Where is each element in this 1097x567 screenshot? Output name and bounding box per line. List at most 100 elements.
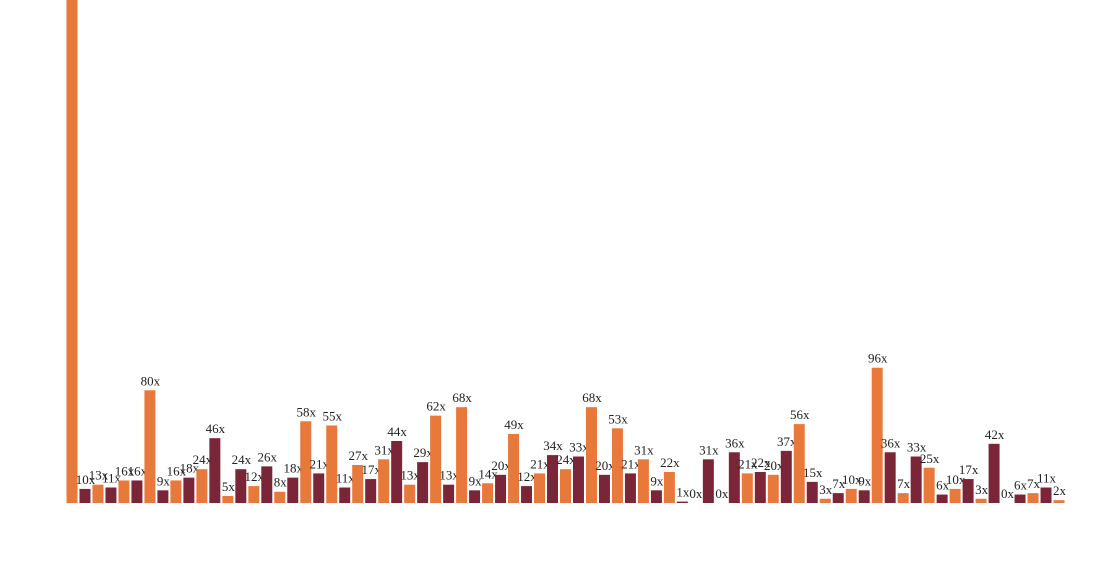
bar xyxy=(819,498,831,503)
value-label: 0x xyxy=(689,486,703,501)
value-label: 2x xyxy=(1053,483,1067,498)
bar xyxy=(456,407,468,503)
value-label: 11x xyxy=(336,471,356,486)
bar xyxy=(585,407,597,503)
value-label: 20x xyxy=(764,458,784,473)
value-label: 68x xyxy=(582,390,602,405)
bar xyxy=(1014,494,1026,503)
value-label: 11x xyxy=(1037,471,1057,486)
value-label: 31x xyxy=(634,442,654,457)
value-label: 22x xyxy=(660,455,680,470)
value-label: 46x xyxy=(206,421,226,436)
value-label: 0x xyxy=(1001,486,1015,501)
bar xyxy=(222,495,234,503)
value-label: 5x xyxy=(222,479,236,494)
bar xyxy=(962,479,974,503)
value-label: 0x xyxy=(715,486,729,501)
value-label: 8x xyxy=(274,475,288,490)
bar xyxy=(365,479,377,503)
bar xyxy=(1040,487,1052,503)
bar xyxy=(118,480,130,503)
value-label: 16x xyxy=(115,463,135,478)
value-label: 7x xyxy=(1027,476,1041,491)
bar xyxy=(845,488,857,503)
bar xyxy=(832,493,844,503)
bar xyxy=(611,428,623,503)
bar xyxy=(248,486,260,503)
bar xyxy=(884,452,896,503)
value-label: 33x xyxy=(907,440,927,455)
bar xyxy=(897,493,909,503)
value-label: 13x xyxy=(89,468,109,483)
value-label: 27x xyxy=(348,448,368,463)
bar xyxy=(624,473,636,503)
value-label: 31x xyxy=(374,442,394,457)
value-label: 96x xyxy=(868,351,888,366)
value-label: 24x xyxy=(232,452,252,467)
value-label: 17x xyxy=(959,462,979,477)
bar xyxy=(300,421,312,503)
bar xyxy=(469,490,481,503)
value-label: 18x xyxy=(180,461,200,476)
bar xyxy=(196,469,208,503)
value-label: 49x xyxy=(504,417,524,432)
value-label: 26x xyxy=(258,449,278,464)
value-label: 16x xyxy=(167,463,187,478)
value-label: 56x xyxy=(790,407,810,422)
value-label: 55x xyxy=(322,409,342,424)
value-label: 6x xyxy=(936,478,950,493)
bar xyxy=(144,390,156,503)
value-label: 44x xyxy=(387,424,407,439)
value-label: 16x xyxy=(128,463,148,478)
value-label: 12x xyxy=(517,469,537,484)
value-label: 58x xyxy=(297,404,317,419)
bar xyxy=(547,455,559,503)
bar xyxy=(495,474,507,503)
bar xyxy=(287,477,299,503)
bar xyxy=(378,459,390,503)
bar xyxy=(923,467,935,503)
bar xyxy=(975,498,987,503)
bar xyxy=(780,450,792,503)
bar xyxy=(806,481,818,503)
bar xyxy=(443,484,455,503)
bar xyxy=(508,433,520,503)
value-label: 9x xyxy=(157,473,171,488)
bar xyxy=(702,459,714,503)
bar xyxy=(66,0,78,503)
value-label: 62x xyxy=(426,399,446,414)
bar xyxy=(793,424,805,503)
value-label: 33x xyxy=(569,440,589,455)
value-label: 11x xyxy=(102,471,122,486)
bar xyxy=(871,367,883,503)
value-label: 53x xyxy=(608,411,628,426)
value-label: 7x xyxy=(897,476,911,491)
bar xyxy=(417,462,429,503)
value-label: 37x xyxy=(777,434,797,449)
bar xyxy=(858,490,870,503)
value-label: 20x xyxy=(491,458,511,473)
bar xyxy=(560,469,571,503)
value-label: 36x xyxy=(881,435,901,450)
bar xyxy=(676,501,688,503)
bar xyxy=(936,494,948,503)
value-label: 1x xyxy=(676,485,690,500)
bar xyxy=(754,472,766,503)
bar xyxy=(235,469,247,503)
bar xyxy=(352,464,364,503)
bar xyxy=(183,477,195,503)
value-label: 24x xyxy=(193,452,213,467)
bar xyxy=(1053,500,1065,503)
value-label: 21x xyxy=(621,456,641,471)
bar xyxy=(391,441,403,503)
bar xyxy=(313,473,325,503)
bar xyxy=(430,415,442,503)
value-label: 6x xyxy=(1014,478,1028,493)
value-label: 20x xyxy=(595,458,615,473)
value-label: 34x xyxy=(543,438,563,453)
value-label: 29x xyxy=(413,445,433,460)
value-label: 31x xyxy=(699,442,719,457)
value-label: 10x xyxy=(76,472,96,487)
value-label: 12x xyxy=(245,469,265,484)
